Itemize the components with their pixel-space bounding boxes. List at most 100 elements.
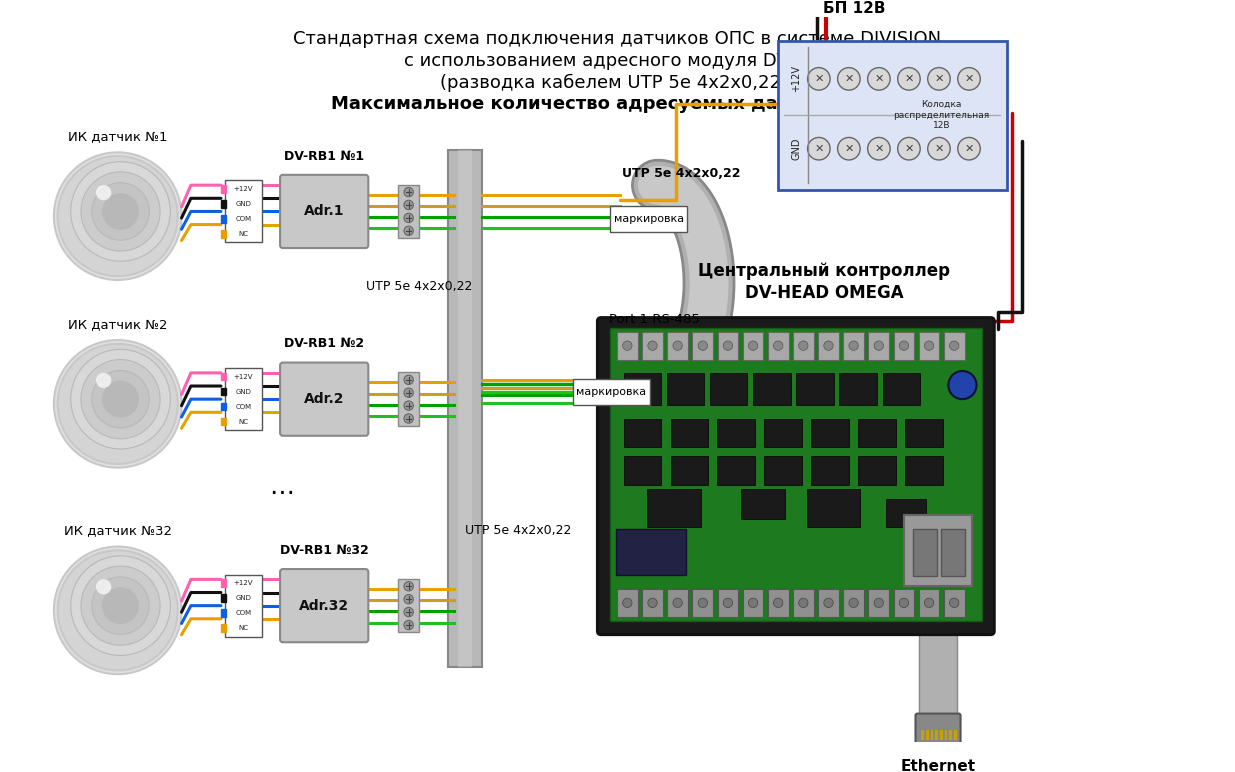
FancyBboxPatch shape — [667, 332, 688, 360]
Text: ✕: ✕ — [904, 144, 914, 154]
Circle shape — [70, 556, 170, 655]
FancyBboxPatch shape — [894, 332, 914, 360]
FancyBboxPatch shape — [753, 373, 790, 405]
FancyBboxPatch shape — [718, 589, 739, 617]
Text: маркировка: маркировка — [577, 387, 646, 397]
Circle shape — [96, 373, 111, 388]
Text: (разводка кабелем UTP 5e 4x2x0,22).: (разводка кабелем UTP 5e 4x2x0,22). — [440, 73, 794, 92]
Circle shape — [698, 341, 708, 350]
FancyBboxPatch shape — [573, 378, 650, 405]
Circle shape — [837, 68, 860, 90]
Circle shape — [799, 598, 808, 608]
Circle shape — [103, 381, 138, 417]
Circle shape — [824, 598, 834, 608]
Bar — [940, 730, 942, 740]
FancyBboxPatch shape — [868, 332, 889, 360]
Circle shape — [404, 621, 414, 630]
Circle shape — [404, 608, 414, 617]
FancyBboxPatch shape — [793, 589, 814, 617]
Circle shape — [404, 594, 414, 604]
FancyBboxPatch shape — [883, 373, 920, 405]
Circle shape — [58, 156, 178, 276]
Circle shape — [82, 566, 161, 645]
Circle shape — [924, 598, 934, 608]
FancyBboxPatch shape — [919, 589, 940, 617]
FancyBboxPatch shape — [919, 332, 940, 360]
FancyBboxPatch shape — [280, 363, 368, 435]
Text: Adr.1: Adr.1 — [304, 205, 345, 218]
FancyBboxPatch shape — [944, 332, 965, 360]
Circle shape — [404, 188, 414, 197]
Circle shape — [848, 341, 858, 350]
FancyBboxPatch shape — [225, 574, 262, 637]
FancyBboxPatch shape — [624, 419, 661, 447]
Text: Максимальное количество адресуемых датчиков – 32.: Максимальное количество адресуемых датчи… — [331, 95, 903, 113]
Text: UTP 5e 4x2x0,22: UTP 5e 4x2x0,22 — [621, 168, 740, 181]
FancyBboxPatch shape — [618, 332, 637, 360]
Text: NC: NC — [238, 418, 248, 425]
FancyBboxPatch shape — [399, 579, 419, 632]
FancyBboxPatch shape — [610, 206, 688, 232]
Text: маркировка: маркировка — [614, 214, 684, 224]
FancyBboxPatch shape — [647, 489, 700, 527]
FancyBboxPatch shape — [844, 589, 864, 617]
FancyBboxPatch shape — [399, 185, 419, 239]
FancyBboxPatch shape — [624, 373, 661, 405]
Text: ✕: ✕ — [845, 144, 853, 154]
Text: ИК датчик №2: ИК датчик №2 — [68, 317, 168, 330]
Circle shape — [404, 375, 414, 384]
FancyBboxPatch shape — [718, 456, 755, 485]
FancyBboxPatch shape — [718, 419, 755, 447]
Circle shape — [404, 401, 414, 410]
FancyBboxPatch shape — [399, 372, 419, 426]
FancyBboxPatch shape — [742, 332, 763, 360]
Text: +12V: +12V — [233, 580, 253, 586]
Circle shape — [874, 598, 883, 608]
Circle shape — [70, 350, 170, 449]
Text: UTP 5e 4x2x0,22: UTP 5e 4x2x0,22 — [367, 280, 473, 293]
Text: Port 1 RS-485: Port 1 RS-485 — [609, 313, 699, 326]
Bar — [221, 403, 226, 411]
Bar — [921, 730, 924, 740]
Circle shape — [848, 598, 858, 608]
FancyBboxPatch shape — [905, 456, 942, 485]
FancyBboxPatch shape — [624, 456, 661, 485]
Circle shape — [404, 213, 414, 222]
Text: ⋯: ⋯ — [269, 481, 294, 505]
Bar — [930, 730, 934, 740]
Text: Центральный контроллер: Центральный контроллер — [698, 262, 950, 280]
Circle shape — [724, 598, 732, 608]
FancyBboxPatch shape — [944, 589, 965, 617]
FancyBboxPatch shape — [741, 489, 785, 520]
Circle shape — [773, 341, 783, 350]
Text: Adr.32: Adr.32 — [299, 598, 350, 613]
Text: NC: NC — [238, 625, 248, 631]
FancyBboxPatch shape — [894, 589, 914, 617]
FancyBboxPatch shape — [671, 456, 708, 485]
Text: Колодка
распределительная
12В: Колодка распределительная 12В — [893, 100, 989, 130]
FancyBboxPatch shape — [225, 368, 262, 430]
Bar — [221, 230, 226, 238]
Circle shape — [96, 579, 111, 594]
Circle shape — [898, 68, 920, 90]
FancyBboxPatch shape — [887, 499, 926, 527]
FancyBboxPatch shape — [915, 713, 961, 743]
Circle shape — [799, 341, 808, 350]
Text: COM: COM — [236, 404, 252, 410]
Text: ИК датчик №32: ИК датчик №32 — [64, 524, 172, 537]
Text: GND: GND — [236, 388, 252, 394]
Text: ✕: ✕ — [935, 144, 944, 154]
FancyBboxPatch shape — [797, 373, 834, 405]
Bar — [926, 730, 929, 740]
Text: Ethernet: Ethernet — [900, 759, 976, 772]
Circle shape — [404, 581, 414, 591]
FancyBboxPatch shape — [793, 332, 814, 360]
Circle shape — [648, 598, 657, 608]
Text: с использованием адресного модуля DV-RB1: с использованием адресного модуля DV-RB1 — [404, 52, 830, 70]
Circle shape — [899, 341, 909, 350]
Circle shape — [622, 598, 632, 608]
Bar — [953, 730, 957, 740]
FancyBboxPatch shape — [693, 589, 713, 617]
Text: ✕: ✕ — [965, 144, 973, 154]
Text: ✕: ✕ — [874, 74, 883, 84]
